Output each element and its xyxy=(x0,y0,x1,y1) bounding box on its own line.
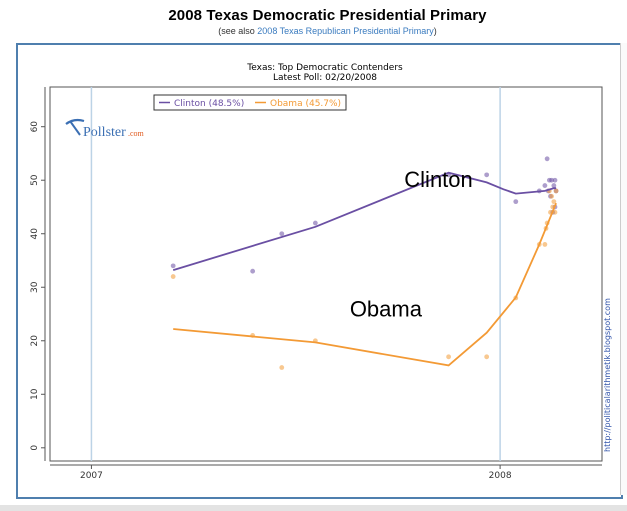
trend-line-clinton xyxy=(172,171,557,271)
poll-point-obama xyxy=(542,242,548,247)
y-tick-label: 20 xyxy=(30,335,40,347)
poll-point-obama xyxy=(446,354,452,360)
plot-area xyxy=(49,86,603,462)
series-annotations: Clinton Obama xyxy=(350,167,473,322)
poll-point-clinton xyxy=(312,220,318,226)
credit-url: http://politicalarithmetik.blogspot.com xyxy=(603,298,612,452)
legend: Clinton (48.5%) Obama (45.7%) xyxy=(153,94,347,111)
legend-label-obama: Obama (45.7%) xyxy=(270,99,341,109)
x-axis: 2007 2008 xyxy=(50,464,602,481)
poll-point-obama xyxy=(279,365,285,370)
poll-point-clinton xyxy=(513,199,519,205)
year-gridlines xyxy=(90,87,501,461)
poll-point-clinton xyxy=(544,156,550,162)
poll-point-clinton xyxy=(549,177,555,183)
poll-point-clinton xyxy=(552,177,558,183)
republican-primary-link[interactable]: 2008 Texas Republican Presidential Prima… xyxy=(257,26,434,36)
logo-suffix: .com xyxy=(128,129,145,138)
poll-point-obama xyxy=(170,274,176,279)
chart-subtitle: Latest Poll: 02/20/2008 xyxy=(273,73,377,83)
y-tick-label: 30 xyxy=(30,281,40,293)
trend-lines xyxy=(172,171,557,367)
annotation-obama: Obama xyxy=(350,297,423,322)
pollster-logo: Pollster .com xyxy=(65,118,145,140)
chart-title: Texas: Top Democratic Contenders xyxy=(246,63,403,73)
y-tick-label: 0 xyxy=(30,445,40,451)
y-axis: 0 10 20 30 40 50 60 xyxy=(30,87,46,461)
page-title: 2008 Texas Democratic Presidential Prima… xyxy=(168,7,487,24)
poll-point-clinton xyxy=(250,268,256,274)
annotation-clinton: Clinton xyxy=(404,167,472,192)
y-tick-label: 50 xyxy=(30,174,40,186)
y-tick-label: 40 xyxy=(30,228,40,240)
bottom-scrollbar[interactable] xyxy=(0,505,627,511)
logo-text: Pollster xyxy=(83,125,126,140)
subtitle-suffix: ) xyxy=(433,26,437,36)
subtitle-prefix: (see also xyxy=(218,26,258,36)
y-tick-label: 60 xyxy=(30,121,40,133)
poll-point-obama xyxy=(484,354,490,360)
page-subtitle: (see also 2008 Texas Republican Presiden… xyxy=(0,26,627,36)
poll-point-obama xyxy=(551,199,557,205)
poll-point-clinton xyxy=(279,231,285,237)
right-sidebar-edge xyxy=(620,43,627,495)
poll-point-clinton xyxy=(542,183,548,188)
x-tick-label: 2007 xyxy=(80,471,103,481)
x-tick-label: 2008 xyxy=(489,471,512,481)
poll-point-obama xyxy=(553,188,559,194)
trend-line-obama xyxy=(173,202,557,367)
legend-label-clinton: Clinton (48.5%) xyxy=(174,99,244,109)
poll-point-obama xyxy=(549,193,555,199)
poll-point-clinton xyxy=(551,183,557,188)
poll-point-clinton xyxy=(170,263,176,269)
poll-point-clinton xyxy=(484,172,490,178)
y-tick-label: 10 xyxy=(30,388,40,400)
